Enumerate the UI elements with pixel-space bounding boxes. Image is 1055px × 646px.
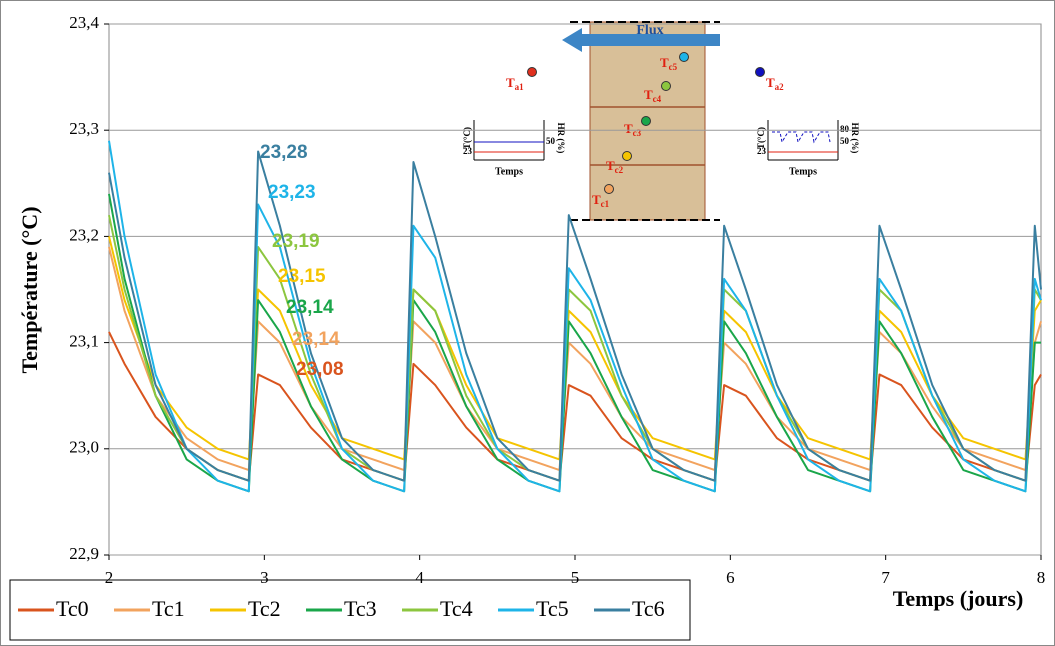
graph-x-label: Temps [789, 166, 817, 177]
annotation: 23,19 [272, 231, 320, 252]
legend-label: Tc1 [152, 596, 185, 621]
sensor-dot [641, 116, 651, 126]
series-line [108, 150, 1042, 482]
graph-y2-label: HR (%) [556, 123, 566, 154]
y-tick-label: 23,2 [69, 225, 99, 244]
sensor-label: Tc3 [624, 121, 642, 138]
x-tick-label: 2 [105, 568, 114, 587]
legend-label: Tc0 [56, 596, 89, 621]
sensor-dot [755, 67, 765, 77]
sensor-label: Ta2 [766, 75, 784, 92]
annotation: 23,15 [278, 266, 326, 287]
series-line [108, 331, 1042, 482]
annotation: 23,08 [296, 359, 344, 380]
x-tick-label: 3 [260, 568, 269, 587]
sensor-label: Tc5 [660, 55, 678, 72]
flux-label: Flux [636, 23, 663, 38]
annotation: 23,28 [260, 142, 308, 163]
y-tick-label: 22,9 [69, 544, 99, 563]
sensor-dot [604, 184, 614, 194]
graph-y2-tick: 80 [840, 124, 850, 134]
sensor-dot [679, 52, 689, 62]
legend-label: Tc5 [536, 596, 569, 621]
sensor-label: Tc2 [606, 158, 624, 175]
series-line [108, 140, 1042, 493]
plot-area: 22,923,023,123,223,323,42 3 4 5 6 7 8 [69, 13, 1045, 587]
flux-arrow-head [562, 28, 582, 52]
legend-label: Tc2 [248, 596, 281, 621]
y-tick-label: 23,4 [69, 13, 99, 32]
annotation: 23,23 [268, 182, 316, 203]
y-tick-label: 23,0 [69, 438, 99, 457]
graph-y2-tick: 50 [840, 136, 850, 146]
x-tick-label: 6 [726, 568, 735, 587]
sensor-dot [527, 67, 537, 77]
graph-y-tick: 23 [757, 146, 767, 156]
series-line [108, 236, 1042, 461]
y-tick-label: 23,1 [69, 332, 99, 351]
x-axis-label: Temps (jours) [893, 586, 1024, 611]
x-tick-label: 5 [571, 568, 580, 587]
legend-label: Tc6 [632, 596, 665, 621]
graph-y2-tick: 50 [546, 136, 556, 146]
x-tick-label: 8 [1037, 568, 1046, 587]
annotation: 23,14 [286, 297, 334, 318]
y-tick-label: 23,3 [69, 119, 99, 138]
sensor-label: Tc4 [644, 87, 662, 104]
graph-y-tick: 23 [463, 146, 473, 156]
hr-line [772, 131, 831, 144]
legend-label: Tc3 [344, 596, 377, 621]
graph-y2-label: HR (%) [850, 123, 860, 154]
series-line [108, 193, 1041, 493]
sensor-dot [622, 151, 632, 161]
x-tick-label: 4 [415, 568, 424, 587]
sensor-label: Tc1 [592, 192, 610, 209]
sensor-label: Ta1 [506, 75, 524, 92]
flux-arrow [580, 34, 720, 46]
legend-label: Tc4 [440, 596, 473, 621]
x-tick-label: 7 [881, 568, 890, 587]
annotation: 23,14 [292, 329, 340, 350]
sensor-dot [661, 81, 671, 91]
graph-x-label: Temps [495, 166, 523, 177]
graph-y-label: T(°C) [462, 127, 472, 149]
graph-y-label: T(°C) [756, 127, 766, 149]
y-axis-label: Température (°C) [17, 206, 42, 373]
